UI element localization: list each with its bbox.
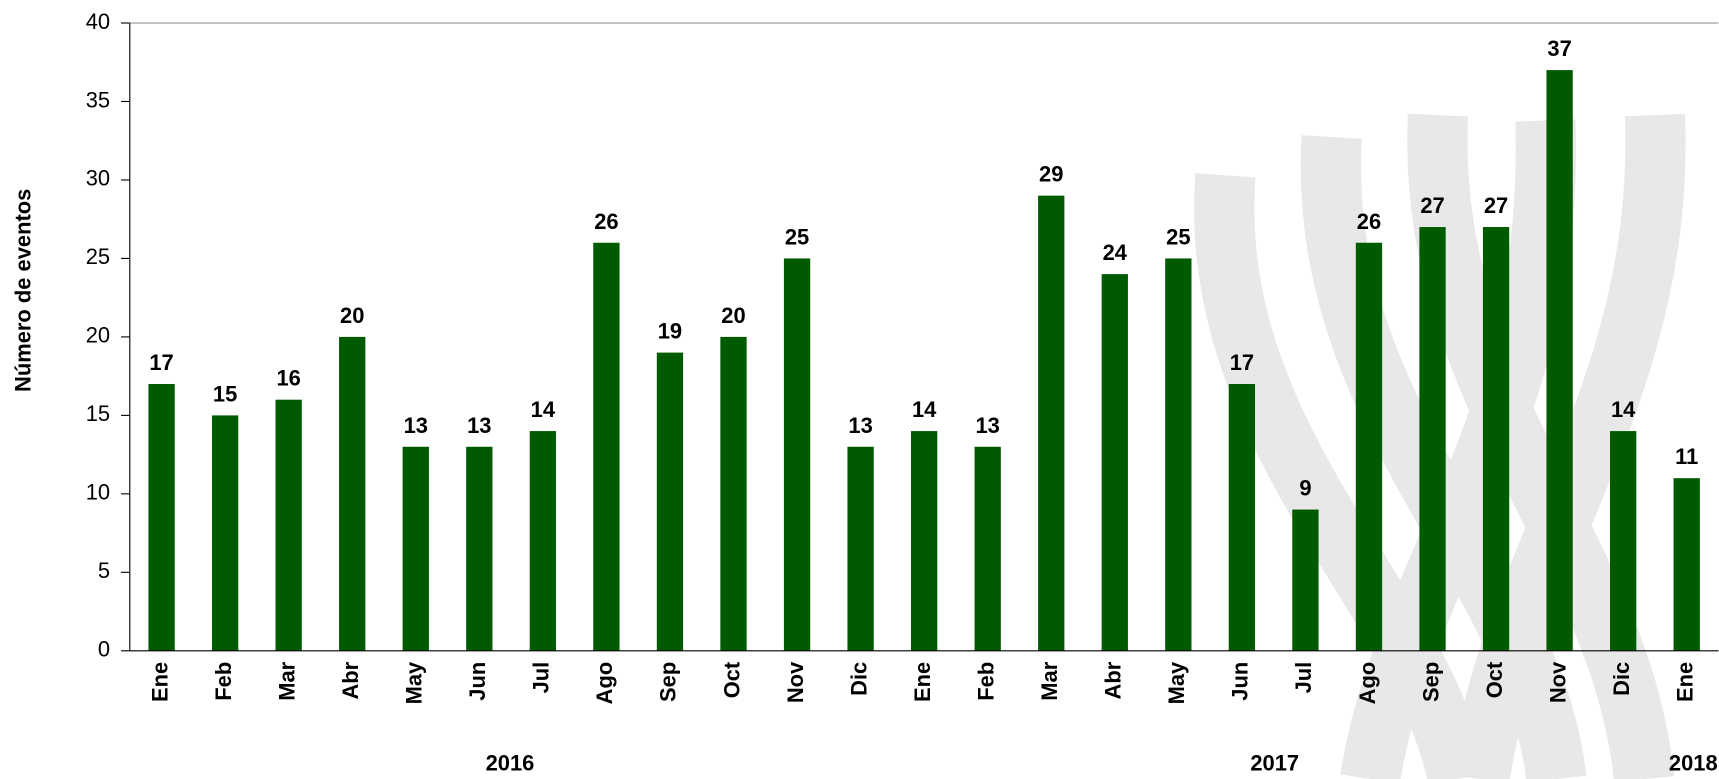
bar [1482, 227, 1510, 651]
data-label: 19 [658, 319, 682, 344]
x-tick-label: Abr [338, 661, 363, 699]
data-label: 17 [1230, 350, 1254, 375]
y-tick-label: 25 [86, 244, 110, 269]
x-tick-label: Sep [1418, 662, 1443, 702]
x-tick-label: Dic [1609, 662, 1634, 696]
bar [1292, 509, 1319, 651]
y-axis-label: Número de eventos [10, 189, 35, 392]
x-tick-label: Abr [1101, 661, 1126, 699]
data-label: 20 [721, 303, 745, 328]
data-label: 14 [531, 397, 556, 422]
bar [1610, 431, 1637, 651]
x-tick-label: Jun [1228, 662, 1253, 701]
bar [910, 431, 938, 651]
x-tick-label: May [402, 661, 427, 704]
data-label: 25 [785, 224, 809, 249]
bar [1546, 70, 1573, 651]
year-label: 2017 [1250, 751, 1299, 776]
y-tick-label: 40 [86, 9, 110, 34]
x-tick-label: Ene [147, 662, 172, 702]
bar [466, 446, 493, 651]
data-label: 27 [1420, 193, 1444, 218]
data-label: 13 [848, 413, 872, 438]
data-label: 20 [340, 303, 364, 328]
bar [1355, 242, 1383, 651]
x-tick-label: Jul [1291, 662, 1316, 694]
x-tick-label: Mar [274, 661, 299, 700]
data-label: 27 [1484, 193, 1508, 218]
bar [720, 336, 747, 651]
bar [593, 242, 620, 651]
data-label: 14 [912, 397, 937, 422]
x-tick-label: Nov [783, 661, 808, 703]
data-label: 15 [213, 381, 237, 406]
data-label: 14 [1611, 397, 1636, 422]
bar [148, 383, 175, 651]
data-label: 24 [1103, 240, 1128, 265]
data-label: 17 [149, 350, 173, 375]
data-label: 13 [467, 413, 491, 438]
x-tick-label: Nov [1545, 661, 1570, 703]
bar [1419, 227, 1446, 651]
bar [1673, 478, 1700, 651]
data-label: 26 [594, 209, 618, 234]
bar [275, 399, 302, 651]
x-tick-label: Ago [1355, 662, 1380, 705]
y-tick-label: 20 [86, 323, 110, 348]
year-label: 2016 [486, 751, 535, 776]
data-label: 37 [1547, 36, 1571, 61]
data-label: 9 [1299, 476, 1311, 501]
x-tick-label: Ene [1672, 662, 1697, 702]
data-label: 13 [404, 413, 428, 438]
x-tick-label: Sep [656, 662, 681, 702]
data-label: 25 [1166, 224, 1190, 249]
x-tick-label: Ago [592, 662, 617, 705]
x-tick-label: May [1164, 661, 1189, 704]
bar [1165, 258, 1192, 651]
bar [402, 446, 429, 651]
x-tick-label: Oct [1482, 661, 1507, 698]
y-tick-label: 5 [98, 558, 110, 583]
data-label: 16 [276, 366, 300, 391]
data-label: 11 [1675, 444, 1698, 469]
bar [529, 431, 557, 651]
bar [783, 258, 811, 651]
bar [974, 446, 1001, 651]
x-tick-label: Dic [846, 662, 871, 696]
y-tick-label: 15 [86, 401, 110, 426]
bar [339, 336, 366, 651]
x-tick-label: Jun [465, 662, 490, 701]
x-tick-label: Feb [211, 662, 236, 701]
x-tick-label: Feb [973, 662, 998, 701]
x-tick-label: Mar [1037, 661, 1062, 700]
bar [1101, 274, 1128, 651]
y-tick-label: 10 [86, 480, 110, 505]
bar [211, 415, 239, 651]
bar [656, 352, 684, 651]
bar [847, 446, 874, 651]
data-label: 26 [1357, 209, 1381, 234]
y-tick-label: 35 [86, 87, 110, 112]
x-tick-label: Ene [910, 662, 935, 702]
data-label: 29 [1039, 162, 1063, 187]
year-label: 2018 [1669, 751, 1718, 776]
y-tick-label: 30 [86, 166, 110, 191]
y-tick-label: 0 [98, 637, 110, 662]
bar [1228, 383, 1256, 651]
x-tick-label: Oct [719, 661, 744, 698]
data-label: 13 [976, 413, 1000, 438]
bar [1038, 195, 1065, 651]
x-tick-label: Jul [529, 662, 554, 694]
